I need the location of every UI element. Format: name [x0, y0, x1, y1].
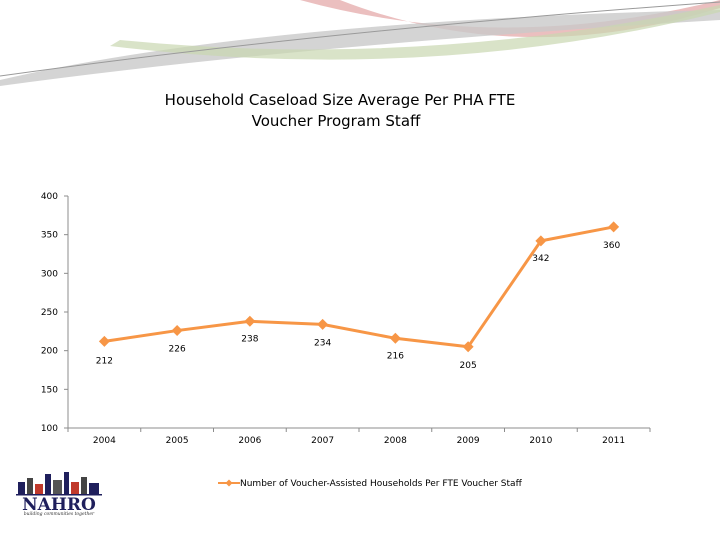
- series-line: [104, 225, 614, 349]
- data-label: 360: [603, 241, 620, 251]
- x-tick-label: 2008: [384, 436, 407, 446]
- data-point-marker: [608, 221, 620, 233]
- legend-marker: [225, 479, 233, 487]
- swoosh-gray: [0, 10, 720, 86]
- chart-title-line-2: Voucher Program Staff: [252, 112, 421, 130]
- data-label: 212: [96, 356, 113, 366]
- x-tick-label: 2009: [457, 436, 480, 446]
- swoosh-line: [0, 1, 720, 77]
- x-tick-label: 2004: [93, 436, 116, 446]
- data-label: 226: [169, 345, 186, 355]
- y-tick-label: 250: [41, 308, 58, 318]
- data-point-marker: [171, 325, 183, 337]
- logo-wordmark: NAHRO: [22, 495, 96, 515]
- data-point-marker: [389, 332, 401, 344]
- data-label: 342: [532, 254, 549, 264]
- swoosh-green: [110, 5, 720, 60]
- y-tick-label: 200: [41, 347, 58, 357]
- data-label: 234: [314, 338, 331, 348]
- data-point-marker: [244, 315, 256, 327]
- logo-tagline: building communities together: [23, 512, 95, 517]
- y-axis-ticks: 400 350 300 250 200 150 100: [41, 192, 68, 434]
- data-point-marker: [317, 318, 329, 330]
- data-label: 238: [241, 334, 258, 344]
- data-label: 216: [387, 351, 404, 361]
- series-layer: 212 226 238 234 216 205 342 360: [96, 221, 620, 371]
- x-tick-label: 2010: [529, 436, 552, 446]
- x-tick-label: 2007: [311, 436, 334, 446]
- y-tick-label: 100: [41, 424, 58, 434]
- data-point-marker: [98, 335, 110, 347]
- x-tick-label: 2011: [602, 436, 625, 446]
- x-tick-label: 2005: [166, 436, 189, 446]
- nahro-logo: NAHRO building communities together: [14, 468, 104, 518]
- data-point-marker: [462, 341, 474, 353]
- y-tick-label: 400: [41, 192, 58, 202]
- chart-title-line-1: Household Caseload Size Average Per PHA …: [165, 91, 516, 109]
- y-tick-label: 300: [41, 269, 58, 279]
- data-point-marker: [535, 235, 547, 247]
- y-tick-label: 150: [41, 385, 58, 395]
- data-label: 205: [460, 361, 477, 371]
- x-tick-label: 2006: [238, 436, 261, 446]
- logo-skyline-icon: [16, 472, 102, 496]
- y-tick-label: 350: [41, 231, 58, 241]
- x-axis-ticks: 2004 2005 2006 2007 2008 2009 2010 2011: [67, 428, 651, 446]
- legend-label: Number of Voucher-Assisted Households Pe…: [240, 479, 523, 489]
- legend: Number of Voucher-Assisted Households Pe…: [218, 479, 523, 489]
